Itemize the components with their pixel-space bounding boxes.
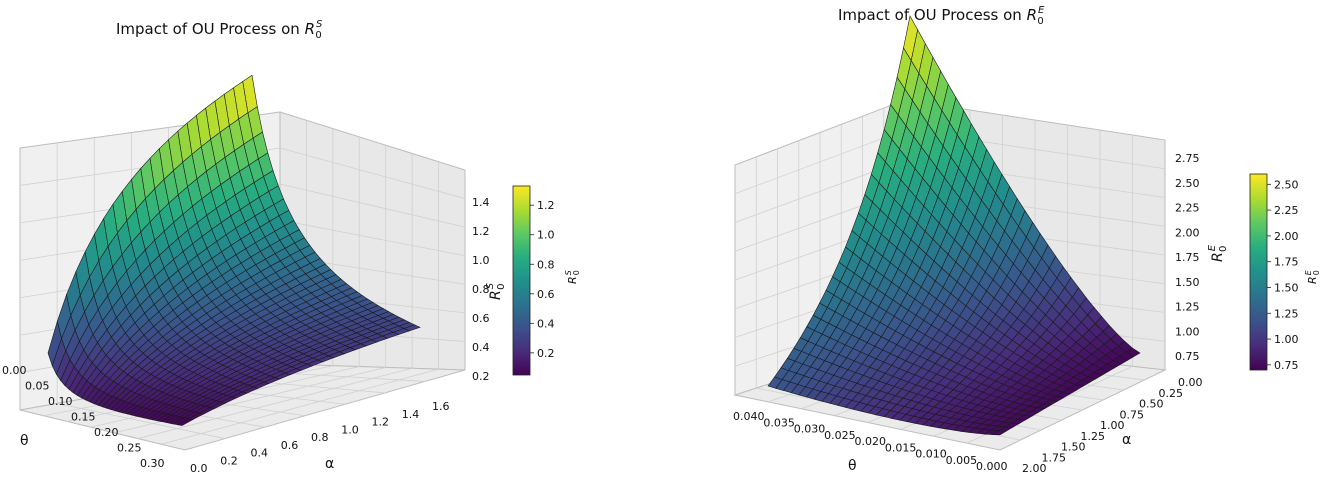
chart-left: Impact of OU Process on RS 0 0.00 0.05 0.10…: [2, 19, 581, 475]
left-grid-line: [279, 219, 466, 257]
right-ticks: 0.0400.0350.0300.0250.0200.0150.0100.005…: [733, 152, 1203, 475]
left-grid-line: [57, 403, 226, 439]
right-cb-tick: 1.25: [1274, 307, 1299, 320]
right-x-tick: 0.035: [763, 416, 795, 429]
left-x-tick: 0.10: [48, 395, 73, 408]
left-grid-line: [279, 183, 466, 228]
right-y-tick: 0.25: [1159, 387, 1184, 400]
left-y-tick: 0.8: [311, 431, 329, 444]
left-y-tick: 0.2: [220, 454, 238, 467]
right-y-tick: 1.50: [1061, 441, 1086, 454]
right-x-tick: 0.040: [733, 410, 765, 423]
chart-left-title: Impact of OU Process on RS 0: [116, 19, 323, 41]
left-y-tick: 1.2: [372, 416, 390, 429]
right-x-tick: 0.025: [824, 429, 856, 442]
right-z-tick: 0.75: [1175, 350, 1200, 363]
left-x-tick: 0.00: [2, 364, 27, 377]
right-z-tick: 2.00: [1175, 226, 1200, 239]
right-x-tick: 0.010: [915, 448, 947, 461]
left-z-tick: 0.6: [472, 312, 490, 325]
right-y-tick: 2.00: [1022, 462, 1047, 475]
left-surface: [47, 74, 421, 426]
right-z-tick: 2.25: [1175, 202, 1200, 215]
right-x-tick: 0.015: [885, 441, 917, 454]
left-zlabel: RS0: [485, 282, 507, 300]
left-grid-line: [161, 368, 439, 445]
left-y-tick: 0.0: [190, 462, 208, 475]
left-y-tick: 1.0: [341, 423, 359, 436]
left-x-tick: 0.20: [94, 426, 119, 439]
right-surface-patch: [991, 430, 1008, 436]
left-cb-tick: 1.2: [537, 199, 555, 212]
right-x-tick: 0.020: [855, 435, 887, 448]
right-z-tick: 2.75: [1175, 152, 1200, 165]
left-z-tick: 0.4: [472, 341, 490, 354]
left-y-tick: 0.6: [281, 439, 299, 452]
right-y-tick: 1.75: [1042, 451, 1067, 464]
left-y-tick: 0.4: [251, 447, 269, 460]
left-z-tick: 1.2: [472, 225, 490, 238]
right-cb-tick: 2.00: [1274, 230, 1299, 243]
left-cb-tick: 0.2: [537, 347, 555, 360]
left-x-tick: 0.15: [71, 411, 96, 424]
left-grid-line: [137, 367, 413, 439]
right-z-tick: 1.25: [1175, 301, 1200, 314]
right-cb-tick: 1.75: [1274, 256, 1299, 269]
right-surface: [767, 15, 1141, 436]
left-grid-line: [279, 147, 466, 199]
left-ylabel: α: [325, 456, 334, 472]
left-cb-tick: 1.0: [537, 229, 555, 242]
right-cb-tick: 1.00: [1274, 333, 1299, 346]
right-x-tick: 0.000: [976, 460, 1008, 473]
left-z-tick: 1.4: [472, 196, 490, 209]
left-ticks: 0.00 0.05 0.10 0.15 0.20 0.25 0.30 0.0 0.2 0.4 0.6…: [2, 196, 490, 475]
left-grid-line: [114, 367, 386, 434]
right-cb-tick: 2.25: [1274, 204, 1299, 217]
right-xlabel: θ: [848, 458, 857, 474]
right-ylabel: α: [1122, 432, 1131, 448]
left-x-tick: 0.05: [25, 380, 50, 393]
right-colorbar-label: RE0: [1304, 269, 1321, 284]
chart-right: Impact of OU Process on RE 0 0.0400.0350.…: [733, 5, 1321, 475]
right-y-tick: 0.75: [1120, 408, 1145, 421]
right-cb-tick: 0.75: [1274, 359, 1299, 372]
left-cb-tick: 0.4: [537, 317, 555, 330]
left-cb-tick: 0.8: [537, 258, 555, 271]
right-y-tick: 0.50: [1139, 398, 1164, 411]
left-colorbar: [512, 185, 531, 376]
left-cb-tick: 0.6: [537, 288, 555, 301]
right-z-tick: 1.50: [1175, 276, 1200, 289]
right-z-tick: 1.75: [1175, 251, 1200, 264]
left-z-tick: 1.0: [472, 254, 490, 267]
left-y-tick: 1.4: [402, 408, 420, 421]
right-cb-tick: 1.50: [1274, 281, 1299, 294]
right-z-tick: 1.00: [1175, 325, 1200, 338]
left-z-tick: 0.2: [472, 370, 490, 383]
right-colorbar: [1249, 173, 1268, 371]
right-x-tick: 0.030: [794, 423, 826, 436]
left-xlabel: θ: [20, 433, 29, 449]
left-colorbar-label: RS0: [564, 270, 581, 284]
right-y-tick: 1.00: [1100, 419, 1125, 432]
right-x-tick: 0.005: [946, 454, 978, 467]
left-y-tick: 1.6: [432, 400, 450, 413]
left-z-tick: 0.8: [472, 283, 490, 296]
chart-right-title: Impact of OU Process on RE 0: [838, 5, 1045, 27]
left-colorbar-ticks: 0.2 0.4 0.6 0.8 1.0 1.2: [530, 199, 555, 360]
right-colorbar-ticks: 0.75 1.00 1.25 1.50 1.75 2.00 2.25 2.50: [1267, 178, 1299, 372]
right-z-tick: 2.50: [1175, 177, 1200, 190]
right-zlabel: RE0: [1207, 244, 1229, 262]
right-y-tick: 1.25: [1081, 430, 1106, 443]
left-surface-patch: [176, 418, 194, 426]
right-cb-tick: 2.50: [1274, 178, 1299, 191]
left-x-tick: 0.25: [117, 442, 142, 455]
right-y-tick: 0.00: [1178, 376, 1203, 389]
left-x-tick: 0.30: [140, 457, 165, 470]
